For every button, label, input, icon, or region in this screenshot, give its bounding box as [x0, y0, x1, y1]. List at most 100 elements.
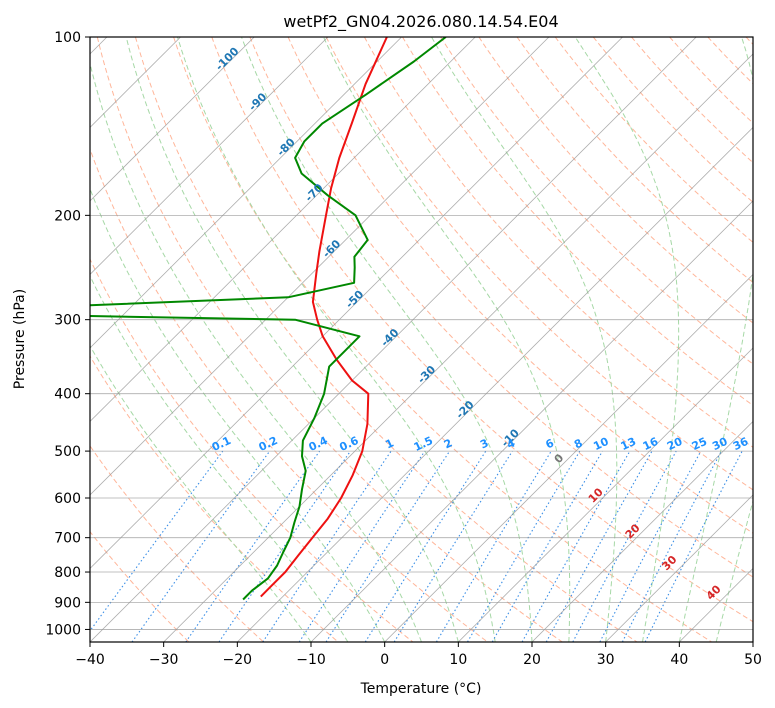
dry-adiabat-label: -80: [275, 135, 298, 158]
dry-adiabat-line: [249, 37, 753, 578]
mixing-ratio-label: 20: [665, 435, 685, 453]
mixing-ratio-line: [599, 450, 702, 642]
mixing-ratio-line: [644, 450, 743, 642]
dry-adiabat-line: [90, 530, 190, 642]
dry-adiabat-line: [211, 37, 753, 623]
dry-adiabat-label: -30: [415, 363, 438, 386]
y-tick-label: 400: [54, 387, 81, 403]
y-axis-ticks: 100 200 300 400 500 600 700 800 900 1000: [45, 30, 90, 638]
x-tick-label: 30: [597, 652, 615, 668]
dry-adiabat-line: [363, 37, 753, 448]
mixing-ratio-line: [185, 450, 321, 642]
mixing-ratio-line: [435, 450, 552, 642]
x-tick-label: 50: [744, 652, 762, 668]
moist-adiabat-line: [241, 37, 533, 642]
moist-adiabat-line: [125, 37, 459, 642]
mixing-ratio-line: [621, 450, 722, 642]
moist-adiabat-label: 20: [623, 521, 643, 541]
isotherm-line: [90, 37, 697, 642]
mixing-ratio-line: [90, 450, 224, 632]
y-tick-label: 700: [54, 531, 81, 547]
dry-adiabat-line: [287, 37, 753, 534]
dry-adiabat-line: [402, 37, 753, 406]
dry-adiabat-line: [516, 37, 753, 284]
dry-adiabat-line: [592, 37, 753, 203]
dry-adiabat-line: [90, 355, 339, 642]
mixing-ratio-label: 6: [544, 436, 557, 451]
dry-adiabat-line: [90, 147, 488, 642]
moist-adiabat-line: [323, 37, 571, 642]
x-tick-label: −20: [223, 652, 253, 668]
mixing-ratio-label: 10: [591, 435, 611, 453]
x-tick-label: 10: [449, 652, 467, 668]
moist-adiabat-line: [431, 37, 618, 642]
dry-adiabat-label: -20: [453, 398, 476, 421]
dry-adiabat-line: [90, 258, 414, 642]
mixing-ratio-line: [298, 450, 426, 642]
dry-adiabat-label: -100: [213, 44, 242, 73]
moist-adiabat-label: 40: [704, 582, 724, 602]
x-tick-label: −40: [75, 652, 105, 668]
moist-adiabat-line: [90, 274, 349, 642]
isotherm-line: [90, 37, 623, 570]
sounding-series-0: [260, 37, 388, 598]
y-axis-label: Pressure (hPa): [12, 289, 28, 389]
dry-adiabat-label: -60: [320, 237, 343, 260]
x-tick-label: 40: [670, 652, 688, 668]
dry-adiabat-line: [173, 37, 712, 642]
moist-adiabat-line: [715, 499, 753, 642]
mixing-ratio-label: 16: [641, 435, 661, 453]
isotherm-line: [90, 37, 402, 349]
dry-adiabat-line: [90, 444, 264, 642]
mixing-ratio-line: [325, 450, 451, 642]
y-tick-label: 100: [54, 30, 81, 46]
isotherm-line: [90, 37, 255, 202]
isotherm-line: [458, 347, 753, 642]
mixing-ratio-line: [521, 450, 631, 642]
x-tick-label: 0: [380, 652, 389, 668]
mixing-ratio-line: [262, 450, 392, 642]
x-tick-label: −10: [296, 652, 326, 668]
isotherm-line: [531, 420, 753, 642]
moist-adiabat-label: 10: [586, 485, 606, 505]
dry-adiabat-label: -50: [343, 288, 366, 311]
mixing-ratio-line: [364, 450, 487, 642]
mixing-ratio-line: [393, 450, 513, 642]
dry-adiabat-label: -90: [246, 90, 269, 113]
dry-adiabat-line: [707, 37, 753, 85]
moist-adiabat-line: [678, 37, 753, 642]
moist-adiabat-line: [90, 187, 386, 642]
mixing-ratio-label: 25: [690, 435, 709, 453]
mixing-ratio-label: 36: [731, 435, 751, 453]
x-tick-label: −30: [149, 652, 179, 668]
series-layer: [90, 37, 447, 601]
y-tick-label: 1000: [45, 622, 81, 638]
y-tick-label: 300: [54, 313, 81, 329]
mixing-ratio-label: 30: [710, 435, 730, 453]
y-tick-label: 600: [54, 491, 81, 507]
moist-adiabat-label: 30: [659, 553, 679, 573]
y-tick-label: 200: [54, 208, 81, 224]
mixing-ratio-line: [467, 450, 581, 642]
isotherm-line: [90, 37, 329, 275]
x-axis-label: Temperature (°C): [360, 681, 482, 697]
y-tick-label: 500: [54, 444, 81, 460]
dry-adiabat-line: [554, 37, 753, 243]
mixing-ratio-line: [572, 450, 677, 642]
isotherm-line: [679, 567, 753, 642]
mixing-ratio-line: [131, 450, 271, 642]
mixing-ratio-label: 2: [442, 436, 454, 451]
moist-adiabat-line: [90, 61, 422, 642]
mixing-ratio-line: [218, 450, 351, 642]
dry-adiabat-line: [631, 37, 753, 164]
isotherm-line: [237, 126, 753, 642]
isotherm-line: [90, 37, 550, 496]
dry-adiabat-label: -40: [378, 326, 401, 349]
dry-adiabat-label: -70: [303, 181, 326, 204]
x-tick-label: 20: [523, 652, 541, 668]
moist-adiabat-line: [90, 344, 312, 642]
dry-adiabat-line: [96, 37, 563, 642]
dry-adiabat-line: [325, 37, 753, 491]
isopleth-labels: -100-90-80-70-60-50-40-30-20-100.1 0.2 0.4…: [210, 44, 751, 602]
